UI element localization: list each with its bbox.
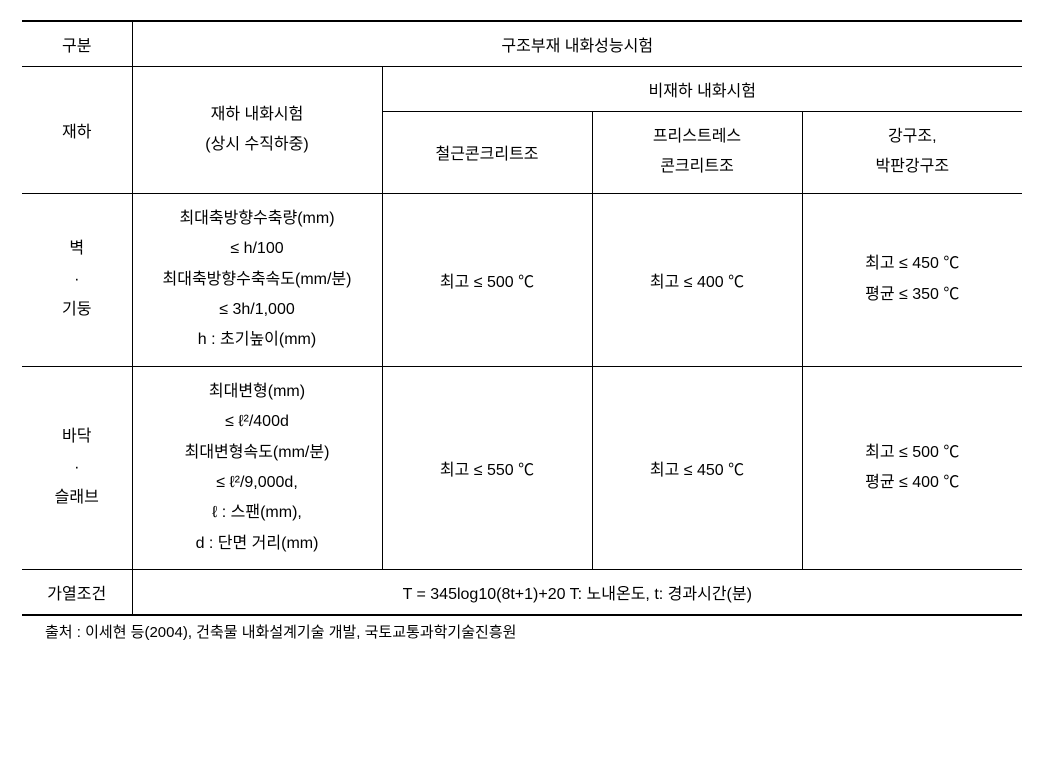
table-header-row-2: 재하 재하 내화시험(상시 수직하중) 비재하 내화시험 (22, 67, 1022, 112)
wall-column-loaded: 최대축방향수축량(mm)≤ h/100최대축방향수축속도(mm/분)≤ 3h/1… (132, 193, 382, 366)
header-category: 구분 (22, 21, 132, 67)
header-main-title: 구조부재 내화성능시험 (132, 21, 1022, 67)
header-steel: 강구조,박판강구조 (802, 112, 1022, 194)
header-psc: 프리스트레스콘크리트조 (592, 112, 802, 194)
table-header-row-1: 구분 구조부재 내화성능시험 (22, 21, 1022, 67)
header-rc: 철근콘크리트조 (382, 112, 592, 194)
wall-column-psc: 최고 ≤ 400 ℃ (592, 193, 802, 366)
wall-column-rc: 최고 ≤ 500 ℃ (382, 193, 592, 366)
floor-slab-loaded: 최대변형(mm)≤ ℓ²/400d최대변형속도(mm/분)≤ ℓ²/9,000d… (132, 366, 382, 569)
heating-formula: T = 345log10(8t+1)+20 T: 노내온도, t: 경과시간(분… (132, 570, 1022, 616)
floor-slab-label: 바닥·슬래브 (22, 366, 132, 569)
table-row-heating: 가열조건 T = 345log10(8t+1)+20 T: 노내온도, t: 경… (22, 570, 1022, 616)
fire-resistance-table: 구분 구조부재 내화성능시험 재하 재하 내화시험(상시 수직하중) 비재하 내… (22, 20, 1022, 616)
table-row-floor-slab: 바닥·슬래브 최대변형(mm)≤ ℓ²/400d최대변형속도(mm/분)≤ ℓ²… (22, 366, 1022, 569)
header-loading: 재하 (22, 67, 132, 194)
wall-column-label: 벽·기둥 (22, 193, 132, 366)
heating-label: 가열조건 (22, 570, 132, 616)
source-citation: 출처 : 이세현 등(2004), 건축물 내화설계기술 개발, 국토교통과학기… (20, 621, 1024, 642)
header-loaded-test: 재하 내화시험(상시 수직하중) (132, 67, 382, 194)
floor-slab-steel: 최고 ≤ 500 ℃평균 ≤ 400 ℃ (802, 366, 1022, 569)
wall-column-steel: 최고 ≤ 450 ℃평균 ≤ 350 ℃ (802, 193, 1022, 366)
floor-slab-rc: 최고 ≤ 550 ℃ (382, 366, 592, 569)
floor-slab-psc: 최고 ≤ 450 ℃ (592, 366, 802, 569)
table-row-wall-column: 벽·기둥 최대축방향수축량(mm)≤ h/100최대축방향수축속도(mm/분)≤… (22, 193, 1022, 366)
header-unloaded-test: 비재하 내화시험 (382, 67, 1022, 112)
